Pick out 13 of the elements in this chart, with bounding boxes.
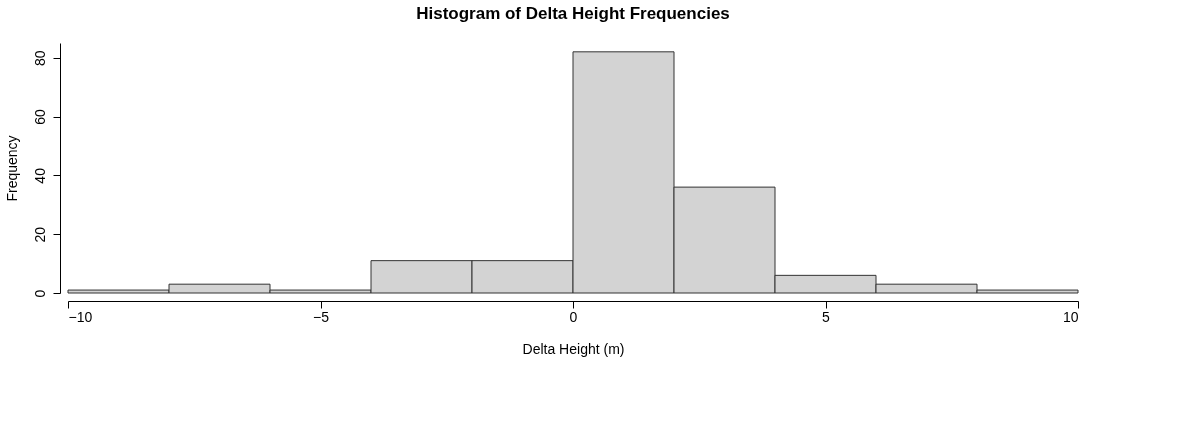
y-tick-label: 40 xyxy=(31,167,48,184)
chart-title: Histogram of Delta Height Frequencies xyxy=(416,4,730,23)
y-tick-label: 0 xyxy=(31,289,48,298)
x-tick-label: 10 xyxy=(1062,308,1079,325)
x-tick-label: −5 xyxy=(313,308,330,325)
x-tick-label: 0 xyxy=(569,308,578,325)
y-tick-label: 60 xyxy=(31,109,48,125)
y-tick-label: 80 xyxy=(31,50,48,66)
x-tick-label: 5 xyxy=(822,308,831,325)
x-tick-label: −10 xyxy=(68,308,93,325)
x-axis-title: Delta Height (m) xyxy=(522,340,625,357)
y-tick-label: 20 xyxy=(31,226,48,243)
y-axis-title: Frequency xyxy=(3,135,20,202)
